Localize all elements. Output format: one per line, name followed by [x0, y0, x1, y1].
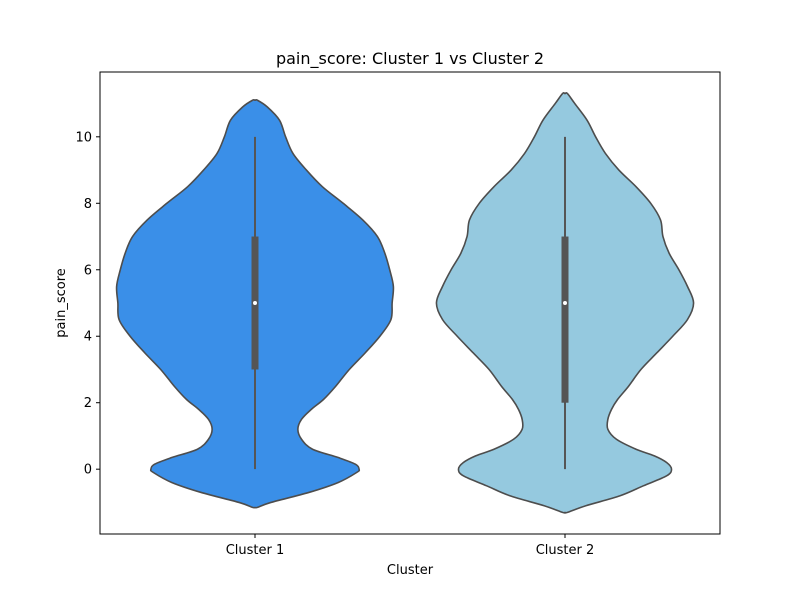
y-tick-label: 4	[84, 330, 92, 345]
median-point	[253, 301, 257, 305]
y-axis: 0 2 4 6 8 10	[75, 130, 100, 478]
y-tick-label: 6	[84, 263, 92, 278]
y-tick-label: 0	[84, 463, 92, 478]
x-axis-label: Cluster	[387, 563, 434, 578]
y-axis-label: pain_score	[54, 268, 69, 338]
iqr-box	[561, 236, 569, 403]
chart-title: pain_score: Cluster 1 vs Cluster 2	[276, 49, 544, 69]
y-tick-label: 10	[75, 130, 92, 145]
x-tick-label: Cluster 2	[536, 543, 595, 558]
violins-layer	[115, 92, 695, 514]
x-tick-label: Cluster 1	[226, 543, 285, 558]
plot-frame	[99, 71, 721, 535]
violin-1	[115, 98, 395, 509]
y-tick-label: 2	[84, 396, 92, 411]
y-tick-label: 8	[84, 197, 92, 212]
x-axis: Cluster 1 Cluster 2	[226, 534, 595, 558]
violin-2	[435, 92, 695, 514]
median-point	[563, 301, 567, 305]
